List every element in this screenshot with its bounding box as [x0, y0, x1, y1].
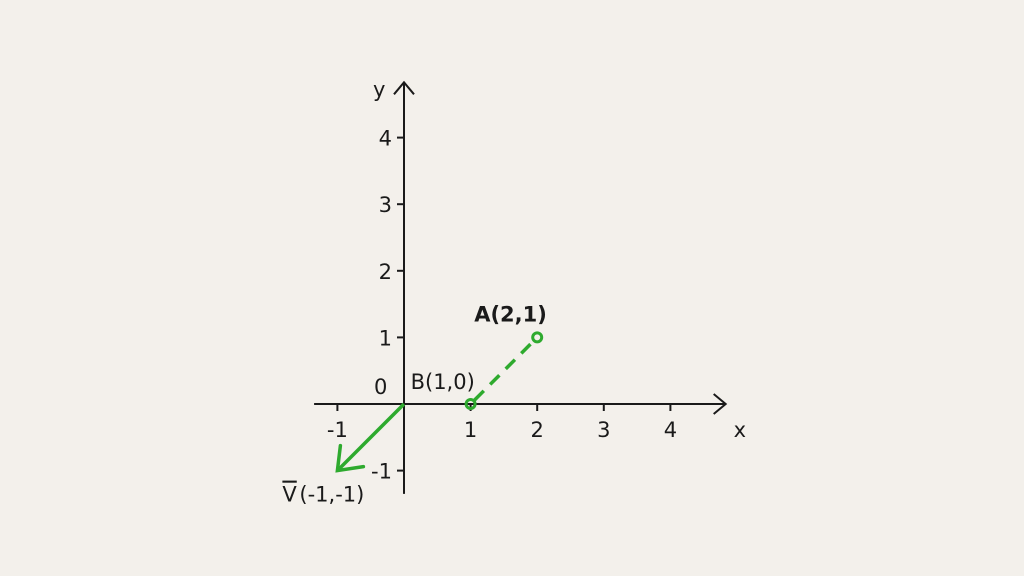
x-tick-label: 1: [464, 418, 477, 442]
vector-label-name: V: [282, 483, 297, 507]
origin-label: 0: [374, 375, 387, 399]
y-tick-label: 1: [379, 326, 392, 350]
x-tick-label: 2: [531, 418, 544, 442]
vector-arrowhead-icon: [335, 443, 366, 473]
point-label-a: A(2,1): [474, 302, 547, 326]
x-axis-arrow-icon: [713, 393, 728, 415]
y-tick-label: 4: [379, 127, 392, 151]
point-b: [464, 398, 477, 410]
dashed-segment: [473, 340, 535, 402]
x-axis-label: x: [734, 418, 746, 442]
y-tick-label: 2: [379, 260, 392, 284]
y-tick-label: -1: [371, 460, 392, 484]
point-label-b: B(1,0): [411, 370, 475, 394]
vector-label-coords: (-1,-1): [299, 483, 364, 507]
y-tick-label: 3: [379, 193, 392, 217]
x-tick-label: 4: [664, 418, 677, 442]
point-a: [531, 331, 544, 344]
vector-line: [338, 402, 406, 470]
y-axis-arrow-icon: [393, 80, 415, 95]
x-tick-label: -1: [327, 418, 348, 442]
y-axis-label: y: [373, 77, 385, 101]
x-tick-label: 3: [597, 418, 610, 442]
